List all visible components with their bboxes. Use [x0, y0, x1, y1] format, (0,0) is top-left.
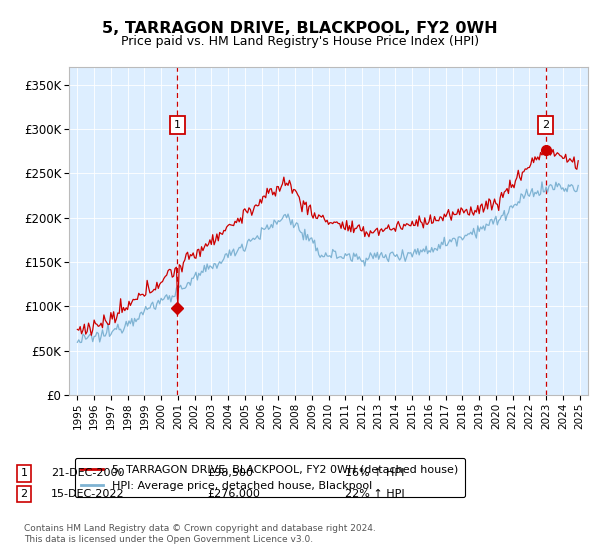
Text: 1: 1 — [174, 120, 181, 130]
Legend: 5, TARRAGON DRIVE, BLACKPOOL, FY2 0WH (detached house), HPI: Average price, deta: 5, TARRAGON DRIVE, BLACKPOOL, FY2 0WH (d… — [74, 458, 465, 497]
Text: 16% ↑ HPI: 16% ↑ HPI — [345, 468, 404, 478]
Text: £98,500: £98,500 — [207, 468, 253, 478]
Text: 15-DEC-2022: 15-DEC-2022 — [51, 489, 125, 499]
Text: 22% ↑ HPI: 22% ↑ HPI — [345, 489, 404, 499]
Text: Contains HM Land Registry data © Crown copyright and database right 2024.
This d: Contains HM Land Registry data © Crown c… — [24, 524, 376, 544]
Text: 1: 1 — [20, 468, 28, 478]
Text: 5, TARRAGON DRIVE, BLACKPOOL, FY2 0WH: 5, TARRAGON DRIVE, BLACKPOOL, FY2 0WH — [102, 21, 498, 36]
Text: 2: 2 — [20, 489, 28, 499]
Text: 21-DEC-2000: 21-DEC-2000 — [51, 468, 125, 478]
Text: 2: 2 — [542, 120, 549, 130]
Text: £276,000: £276,000 — [207, 489, 260, 499]
Text: Price paid vs. HM Land Registry's House Price Index (HPI): Price paid vs. HM Land Registry's House … — [121, 35, 479, 48]
